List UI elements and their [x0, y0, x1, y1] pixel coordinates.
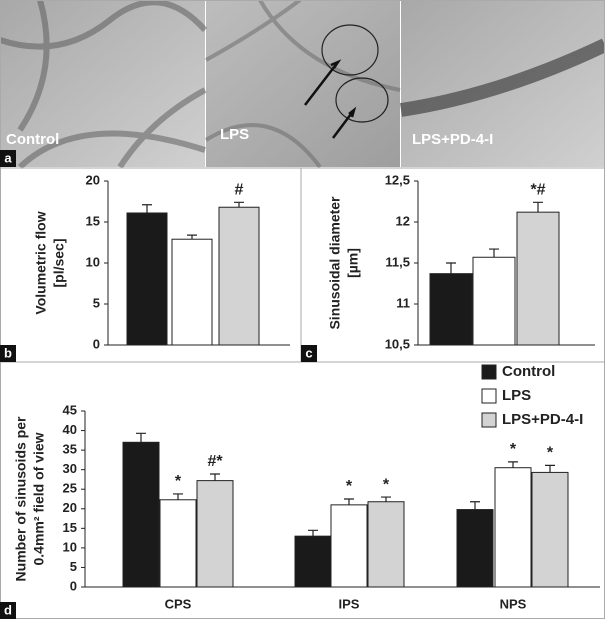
y-axis-label: 0.4mm² field of view — [31, 432, 47, 565]
panel-letters: a b c d — [0, 150, 317, 619]
panel-letter-box — [0, 345, 16, 362]
legend-label: LPS — [502, 387, 531, 404]
x-tick-label: NPS — [500, 596, 527, 611]
legend-label: Control — [502, 363, 555, 380]
error-bar — [142, 204, 152, 213]
panel-letter: d — [4, 602, 12, 617]
error-bar — [344, 498, 354, 505]
y-axis-label: Volumetric flow — [33, 211, 49, 314]
bar — [126, 212, 168, 346]
error-bar — [234, 201, 244, 208]
error-bar — [187, 234, 197, 240]
error-bar — [508, 461, 518, 468]
error-bar — [533, 201, 543, 213]
bar — [171, 238, 213, 346]
panel-letter-box — [0, 150, 16, 167]
circle-marker — [335, 77, 389, 123]
panel-letter-box — [301, 345, 317, 362]
legend-label: LPS+PD-4-I — [502, 411, 583, 428]
y-tick-label: 11,5 — [385, 254, 410, 269]
bar — [196, 480, 234, 588]
y-tick-label: 30 — [63, 461, 77, 476]
micrographs: Control LPS LPS+PD-4-I — [0, 0, 605, 170]
bar — [472, 256, 516, 346]
error-bar — [381, 496, 391, 502]
y-tick-label: 0 — [93, 336, 100, 351]
micrograph-label: LPS — [220, 126, 249, 143]
y-tick-label: 10 — [63, 539, 77, 554]
bar — [367, 501, 405, 588]
vessel — [204, 0, 401, 169]
annotation: * — [383, 476, 390, 493]
y-axis-label: Number of sinusoids per — [13, 416, 29, 581]
x-tick-label: IPS — [339, 596, 360, 611]
y-tick-label: 45 — [63, 402, 77, 417]
y-tick-label: 0 — [70, 578, 77, 593]
panel-letter: b — [4, 345, 12, 360]
y-tick-label: 11 — [396, 295, 410, 310]
annotation: * — [547, 445, 554, 462]
legend-swatch — [481, 412, 497, 428]
annotation: * — [175, 473, 182, 490]
bar — [159, 499, 197, 588]
y-tick-label: 10 — [86, 254, 100, 269]
y-tick-label: 20 — [86, 172, 100, 187]
y-axis-label: [µm] — [345, 248, 361, 278]
panel-letter-box — [0, 602, 16, 619]
x-tick-label: CPS — [165, 596, 192, 611]
panel-letter: c — [305, 345, 312, 360]
bar — [122, 441, 160, 588]
y-tick-label: 10,5 — [385, 336, 410, 351]
annotation: #* — [207, 453, 223, 470]
legend-swatch — [481, 364, 497, 380]
bar — [531, 471, 569, 588]
y-tick-label: 12,5 — [385, 172, 410, 187]
annotation: * — [510, 441, 517, 458]
circle-marker — [321, 24, 379, 76]
vessel — [0, 0, 208, 170]
error-bar — [173, 493, 183, 500]
error-bar — [446, 262, 456, 274]
micrograph-label: Control — [6, 131, 59, 148]
error-bar — [470, 501, 480, 510]
y-tick-label: 15 — [63, 520, 77, 535]
annotation: * — [346, 478, 353, 495]
y-tick-label: 5 — [70, 559, 77, 574]
annotation: *# — [530, 182, 545, 199]
error-bar — [489, 248, 499, 258]
bar — [429, 273, 473, 346]
bar — [294, 535, 332, 588]
bar — [330, 504, 368, 588]
bar — [516, 211, 560, 346]
y-tick-label: 35 — [63, 442, 77, 457]
error-bar — [136, 432, 146, 443]
bar — [218, 206, 260, 346]
error-bar — [210, 473, 220, 481]
y-tick-label: 5 — [93, 295, 100, 310]
annotation: # — [235, 182, 244, 199]
y-tick-label: 12 — [396, 213, 410, 228]
y-tick-label: 15 — [86, 213, 100, 228]
y-axis-label: Sinusoidal diameter — [327, 196, 343, 330]
y-axis-label: [pl/sec] — [51, 238, 67, 287]
micrograph-label: LPS+PD-4-I — [412, 131, 493, 148]
legend-swatch — [481, 388, 497, 404]
error-bar — [545, 464, 555, 473]
y-tick-label: 40 — [63, 422, 77, 437]
bar — [494, 467, 532, 588]
error-bar — [308, 529, 318, 537]
bar — [456, 509, 494, 588]
vessel — [399, 38, 605, 117]
arrow — [304, 59, 357, 139]
y-tick-label: 20 — [63, 500, 77, 515]
y-tick-label: 25 — [63, 481, 77, 496]
panel-letter: a — [4, 150, 12, 165]
